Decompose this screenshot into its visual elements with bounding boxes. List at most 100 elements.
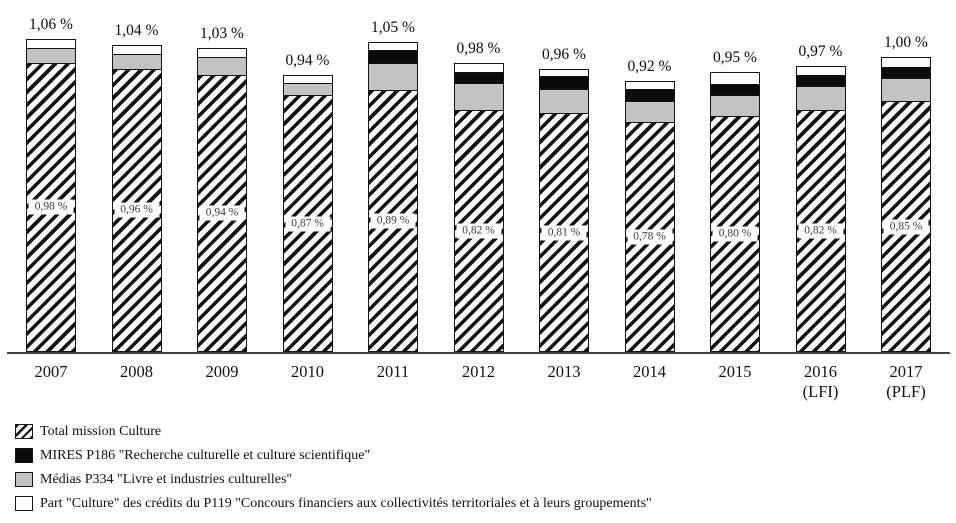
bar-inner-label-2011: 0,89 % [370, 213, 416, 229]
x-tick-2016: 2016 (LFI) [776, 362, 866, 402]
x-tick-year: 2015 [718, 362, 752, 381]
segment-white-2013 [540, 69, 588, 78]
x-tick-year: 2008 [120, 362, 153, 381]
legend-label: Total mission Culture [40, 423, 162, 439]
x-tick-2015: 2015 [690, 362, 780, 382]
segment-gray-2014 [625, 102, 674, 123]
x-tick-2012: 2012 [434, 362, 524, 382]
legend-item-part-culture-p119: Part "Culture" des crédits du P119 "Conc… [15, 495, 652, 512]
x-tick-sublabel: (LFI) [802, 382, 839, 401]
x-tick-2009: 2009 [177, 362, 267, 382]
legend-label: Médias P334 "Livre et industries culture… [40, 471, 293, 487]
bar-inner-label-2015: 0,80 % [712, 226, 758, 242]
segment-hatched-2012: 0,82 % [454, 111, 503, 351]
x-tick-year: 2014 [633, 362, 666, 381]
segment-hatched-2009: 0,94 % [198, 75, 246, 351]
bar-2016: 0,82 % [795, 65, 846, 352]
segment-gray-2017 [882, 78, 930, 103]
x-tick-year: 2012 [462, 362, 495, 381]
x-tick-year: 2010 [291, 362, 324, 381]
bar-inner-label-2008: 0,96 % [114, 202, 159, 218]
segment-gray-2012 [454, 84, 503, 112]
legend-item-medias-p334: Médias P334 "Livre et industries culture… [15, 471, 652, 488]
bar-total-label-2017: 1,00 % [884, 34, 928, 51]
plot-area: 1,06 % 0,98 % 1,04 % 0,96 % 1,03 % 0,94 % 0,94… [6, 16, 951, 402]
gray-swatch-icon [15, 472, 33, 487]
segment-white-2015 [711, 72, 759, 85]
bar-inner-label-2013: 0,81 % [541, 225, 587, 241]
segment-gray-2011 [369, 63, 417, 91]
segment-black-2017 [882, 68, 930, 79]
segment-hatched-2008: 0,96 % [112, 69, 161, 351]
legend-label: Part "Culture" des crédits du P119 "Conc… [40, 495, 652, 511]
x-tick-year: 2017 [889, 362, 923, 381]
segment-black-2016 [796, 75, 845, 88]
legend-item-mires-p186: MIRES P186 "Recherche culturelle et cult… [15, 447, 652, 464]
bar-inner-label-2012: 0,82 % [456, 223, 501, 239]
bar-total-label-2015: 0,95 % [713, 48, 757, 66]
x-tick-2014: 2014 [605, 362, 695, 382]
x-tick-year: 2007 [34, 362, 68, 381]
segment-hatched-2017: 0,85 % [882, 102, 930, 351]
bar-total-label-2013: 0,96 % [542, 45, 586, 63]
bar-inner-label-2009: 0,94 % [199, 205, 245, 221]
segment-white-2009 [198, 49, 246, 58]
segment-white-2016 [796, 66, 845, 76]
x-tick-2010: 2010 [263, 362, 353, 382]
segment-white-2014 [625, 81, 674, 91]
segment-gray-2008 [112, 54, 161, 70]
x-tick-2013: 2013 [519, 362, 609, 382]
segment-hatched-2007: 0,98 % [27, 63, 75, 351]
bar-total-label-2008: 1,04 % [114, 22, 159, 40]
bar-inner-label-2010: 0,87 % [285, 216, 330, 232]
segment-black-2015 [711, 84, 759, 97]
hatched-swatch-icon [15, 424, 33, 439]
segment-gray-2013 [540, 90, 588, 115]
segment-hatched-2013: 0,81 % [540, 114, 588, 351]
x-tick-year: 2009 [205, 362, 239, 381]
bar-inner-label-2016: 0,82 % [798, 223, 843, 239]
bar-total-label-2010: 0,94 % [285, 51, 330, 69]
x-tick-2008: 2008 [92, 362, 182, 382]
bar-total-label-2007: 1,06 % [29, 16, 73, 34]
segment-hatched-2015: 0,80 % [711, 117, 759, 351]
x-tick-2007: 2007 [6, 362, 96, 382]
bar-2008: 0,96 % [111, 45, 162, 352]
bar-total-label-2016: 0,97 % [798, 42, 843, 60]
white-swatch-icon [15, 496, 33, 511]
x-tick-year: 2016 [804, 362, 837, 381]
segment-gray-2015 [711, 96, 759, 118]
x-tick-sublabel: (PLF) [886, 382, 926, 401]
segment-white-2007 [27, 40, 75, 50]
bar-2012: 0,82 % [453, 62, 504, 352]
legend-item-total-mission-culture: Total mission Culture [15, 423, 652, 440]
bar-2009: 0,94 % [197, 48, 247, 352]
segment-white-2010 [283, 75, 332, 85]
black-swatch-icon [15, 448, 33, 463]
segment-gray-2010 [283, 84, 332, 97]
bar-2010: 0,87 % [282, 74, 333, 352]
bar-2014: 0,78 % [624, 80, 675, 352]
segment-black-2014 [625, 90, 674, 103]
bar-total-label-2009: 1,03 % [200, 25, 244, 43]
bar-total-label-2014: 0,92 % [627, 57, 672, 75]
segment-hatched-2010: 0,87 % [283, 96, 332, 351]
x-axis-line [7, 352, 950, 354]
segment-black-2012 [454, 72, 503, 85]
segment-hatched-2011: 0,89 % [369, 90, 417, 351]
x-tick-year: 2013 [547, 362, 581, 381]
segment-black-2011 [369, 50, 417, 64]
bar-inner-label-2017: 0,85 % [883, 219, 929, 235]
segment-hatched-2016: 0,82 % [796, 111, 845, 351]
x-tick-year: 2011 [376, 362, 410, 381]
segment-gray-2009 [198, 57, 246, 76]
x-tick-2017: 2017 (PLF) [861, 362, 951, 402]
bar-2013: 0,81 % [539, 68, 589, 352]
x-tick-2011: 2011 [348, 362, 438, 382]
bar-2007: 0,98 % [26, 39, 76, 352]
segment-gray-2016 [796, 87, 845, 112]
chart-legend: Total mission Culture MIRES P186 "Recher… [15, 423, 652, 519]
bar-inner-label-2014: 0,78 % [627, 229, 672, 245]
segment-white-2012 [454, 63, 503, 73]
